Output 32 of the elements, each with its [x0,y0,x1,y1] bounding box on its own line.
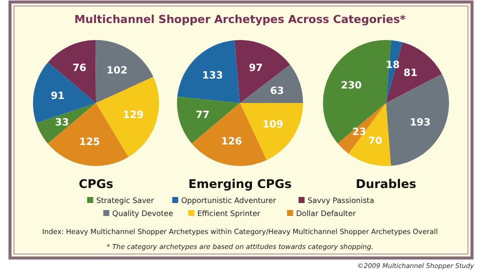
data-label: 126 [221,136,242,148]
data-label: 18 [386,60,400,72]
pie-slice [177,96,240,144]
data-label: 133 [202,70,224,82]
data-label: 33 [54,118,69,129]
pie-slice [386,42,442,103]
data-label: 77 [196,110,210,121]
data-label: 230 [340,80,362,92]
pie-slice [48,40,96,103]
data-label: 63 [270,86,284,98]
data-label: 76 [72,63,86,74]
pie-slice [240,103,303,160]
data-label: 70 [368,136,382,148]
data-label: 102 [106,66,128,77]
data-label: 97 [248,62,263,74]
text: Durables [356,177,416,191]
pie-slice [386,40,402,103]
pie-slice [177,40,240,103]
pie-slice [240,64,303,104]
pie-slice [95,40,154,103]
data-label: 193 [410,117,431,128]
pie-slice [348,103,391,166]
data-label: 109 [262,120,284,131]
data-label: 129 [122,110,144,122]
text: CPGs [78,177,114,191]
data-label: 125 [79,137,100,148]
data-label: 23 [352,126,366,138]
data-label: 81 [404,68,418,80]
text: Emerging CPGs [188,177,292,191]
text: Multichannel Shopper Archetypes Across Categories* [74,13,406,26]
data-label: 91 [50,91,65,102]
pie-slice [234,40,290,103]
